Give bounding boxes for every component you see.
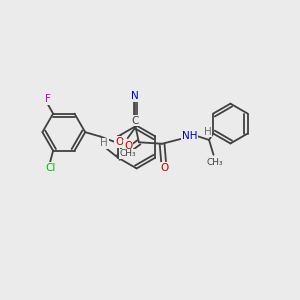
Text: H: H [204,127,212,136]
Text: C: C [132,116,139,126]
Text: CH₃: CH₃ [207,158,223,167]
Text: F: F [45,94,51,104]
Text: O: O [160,163,168,173]
Text: NH: NH [182,131,197,141]
Text: H: H [100,139,108,148]
Text: O: O [124,141,132,151]
Text: O: O [115,137,124,147]
Text: Cl: Cl [45,163,55,173]
Text: CH₃: CH₃ [120,149,136,158]
Text: N: N [131,91,139,101]
